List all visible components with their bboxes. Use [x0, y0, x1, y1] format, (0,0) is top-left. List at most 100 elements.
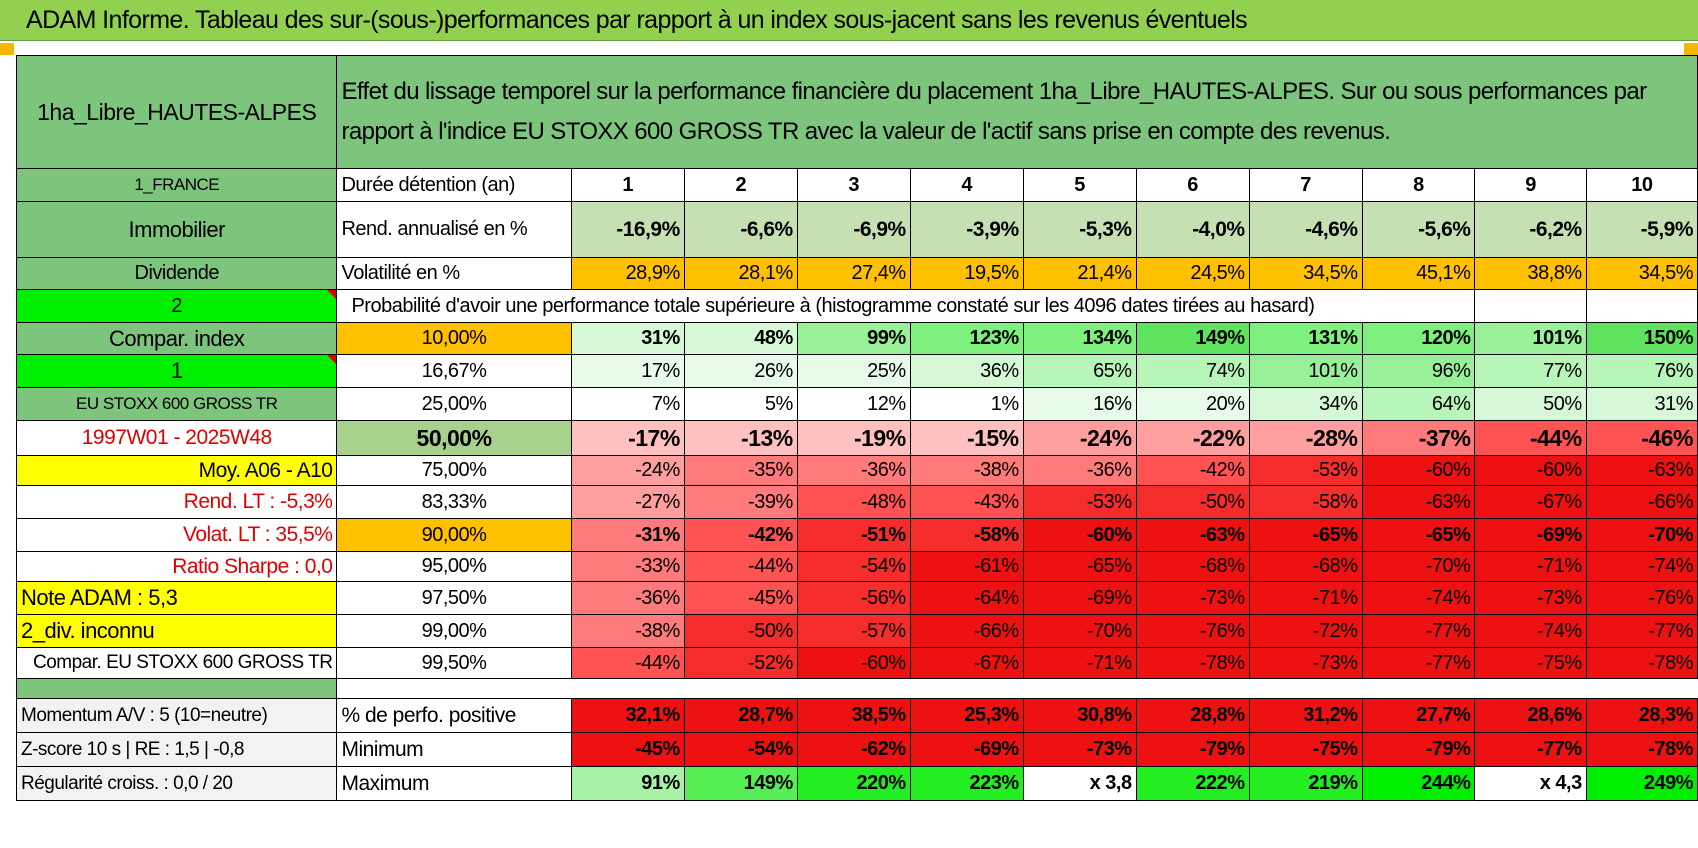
prob-cell: -44% — [683, 551, 798, 582]
prob-cell: 12% — [796, 387, 911, 421]
prob-cell: -39% — [683, 485, 798, 519]
year-header: 10 — [1585, 168, 1698, 202]
threshold-cell: 95,00% — [336, 551, 572, 582]
threshold-cell: 99,00% — [336, 614, 572, 648]
prob-cell: 64% — [1361, 387, 1476, 421]
minimum-cell: -62% — [796, 732, 911, 767]
prob-cell: -70% — [1022, 614, 1137, 648]
prob-cell: 25% — [796, 354, 911, 388]
threshold-cell: 90,00% — [336, 518, 572, 552]
prob-cell: 7% — [570, 387, 685, 421]
prob-cell: -36% — [796, 455, 911, 486]
prob-cell: -66% — [909, 614, 1024, 648]
prob-cell: -68% — [1135, 551, 1250, 582]
prob-cell: 1% — [909, 387, 1024, 421]
prob-cell: -53% — [1022, 485, 1137, 519]
vol-cell: 27,4% — [796, 257, 911, 290]
prob-cell: -73% — [1135, 581, 1250, 615]
prob-cell: -70% — [1585, 518, 1698, 552]
prob-cell: -76% — [1585, 581, 1698, 615]
period-label: 1997W01 - 2025W48 — [15, 420, 338, 456]
prob-cell: 76% — [1585, 354, 1698, 388]
prob-cell: -46% — [1585, 420, 1698, 456]
spacer-cell — [337, 679, 1698, 699]
performance-table: 1ha_Libre_HAUTES-ALPES Effet du lissage … — [15, 55, 1698, 801]
prob-cell: -61% — [909, 551, 1024, 582]
prob-cell: -64% — [909, 581, 1024, 615]
prob-cell: -63% — [1361, 485, 1476, 519]
maximum-cell: x 3,8 — [1022, 766, 1137, 801]
prob-cell: -71% — [1474, 551, 1587, 582]
prob-cell: -51% — [796, 518, 911, 552]
prob-cell: -77% — [1361, 647, 1476, 679]
vol-cell: 45,1% — [1361, 257, 1476, 290]
prob-cell: 134% — [1022, 322, 1137, 355]
prob-cell: 99% — [796, 322, 911, 355]
prob-cell: -43% — [909, 485, 1024, 519]
rend-cell: -5,3% — [1022, 201, 1137, 258]
minimum-cell: -78% — [1585, 732, 1698, 767]
year-header: 8 — [1361, 168, 1476, 202]
prob-cell: 120% — [1361, 322, 1476, 355]
prob-cell: -13% — [683, 420, 798, 456]
prob-cell: -58% — [909, 518, 1024, 552]
rend-cell: -3,9% — [909, 201, 1024, 258]
prob-cell: -52% — [683, 647, 798, 679]
year-header: 9 — [1474, 168, 1587, 202]
prob-cell: -31% — [570, 518, 685, 552]
prob-cell: -67% — [909, 647, 1024, 679]
prob-cell: -17% — [570, 420, 685, 456]
maximum-cell: x 4,3 — [1474, 766, 1587, 801]
maximum-side-label: Régularité croiss. : 0,0 / 20 — [15, 766, 338, 801]
report-description: Effet du lissage temporel sur la perform… — [336, 55, 1698, 169]
prob-cell: 149% — [1135, 322, 1250, 355]
prob-cell: 17% — [570, 354, 685, 388]
proba-label: Probabilité d'avoir une performance tota… — [336, 289, 1475, 323]
prob-cell: -77% — [1585, 614, 1698, 648]
vol-cell: 34,5% — [1585, 257, 1698, 290]
prob-cell: -77% — [1361, 614, 1476, 648]
pct-pos-cell: 30,8% — [1022, 698, 1137, 733]
prob-cell: -68% — [1248, 551, 1363, 582]
prob-cell: 131% — [1248, 322, 1363, 355]
rend-label: Rend. annualisé en % — [336, 201, 572, 258]
year-header: 1 — [570, 168, 685, 202]
year-header: 5 — [1022, 168, 1137, 202]
type-label: Dividende — [15, 257, 338, 290]
prob-cell: -15% — [909, 420, 1024, 456]
selector-2[interactable]: 1 — [15, 354, 338, 388]
prob-cell: -36% — [1022, 455, 1137, 486]
threshold-cell: 99,50% — [336, 647, 572, 679]
div-label: 2_div. inconnu — [15, 614, 338, 648]
prob-cell: 31% — [570, 322, 685, 355]
threshold-cell: 50,00% — [336, 420, 572, 456]
prob-cell: -71% — [1248, 581, 1363, 615]
prob-cell: -67% — [1474, 485, 1587, 519]
compar-long-label: Compar. EU STOXX 600 GROSS TR — [15, 647, 338, 679]
sharpe-label: Ratio Sharpe : 0,0 — [15, 551, 338, 582]
prob-cell: -33% — [570, 551, 685, 582]
prob-cell: -53% — [1248, 455, 1363, 486]
fund-name: 1ha_Libre_HAUTES-ALPES — [15, 55, 338, 169]
year-header: 2 — [683, 168, 798, 202]
rend-cell: -6,2% — [1474, 201, 1587, 258]
report-title: ADAM Informe. Tableau des sur-(sous-)per… — [0, 0, 1698, 41]
prob-cell: 77% — [1474, 354, 1587, 388]
sector-label: Immobilier — [15, 201, 338, 258]
minimum-cell: -45% — [570, 732, 685, 767]
prob-cell: 31% — [1585, 387, 1698, 421]
rend-cell: -5,6% — [1361, 201, 1476, 258]
maximum-cell: 149% — [683, 766, 798, 801]
prob-cell: -54% — [796, 551, 911, 582]
prob-cell: 36% — [909, 354, 1024, 388]
year-header: 4 — [909, 168, 1024, 202]
prob-cell: -65% — [1248, 518, 1363, 552]
prob-cell: -74% — [1474, 614, 1587, 648]
prob-cell: -24% — [1022, 420, 1137, 456]
note-adam-label: Note ADAM : 5,3 — [15, 581, 338, 615]
vol-label: Volatilité en % — [336, 257, 572, 290]
corner-marker-left — [0, 43, 14, 55]
prob-cell: -60% — [796, 647, 911, 679]
prob-cell: 123% — [909, 322, 1024, 355]
selector-1[interactable]: 2 — [15, 289, 338, 323]
